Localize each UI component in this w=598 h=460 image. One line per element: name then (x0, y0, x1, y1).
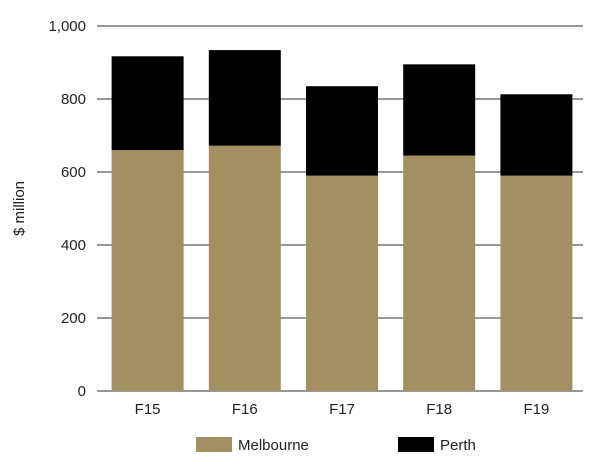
bars (111, 50, 573, 391)
legend: Melbourne Perth (196, 437, 476, 454)
x-tick-label: F16 (232, 401, 258, 418)
y-axis-ticks: 0 200 400 600 800 1,000 (48, 18, 86, 400)
bar-perth-f19 (500, 94, 573, 176)
bar-perth-f18 (403, 64, 476, 156)
bar-melbourne-f15 (111, 150, 184, 391)
x-axis-ticks: F15 F16 F17 F18 F19 (135, 401, 550, 418)
bar-melbourne-f18 (403, 155, 476, 391)
bar-melbourne-f17 (306, 175, 378, 391)
y-tick-label: 600 (61, 164, 86, 181)
legend-swatch-perth (398, 437, 434, 452)
x-tick-label: F19 (523, 401, 549, 418)
bar-melbourne-f16 (208, 145, 281, 391)
y-tick-label: 0 (78, 383, 86, 400)
legend-label-melbourne: Melbourne (238, 437, 309, 454)
x-tick-label: F17 (329, 401, 355, 418)
y-tick-label: 800 (61, 91, 86, 108)
legend-swatch-melbourne (196, 437, 232, 452)
legend-label-perth: Perth (440, 437, 476, 454)
bar-perth-f15 (111, 56, 184, 151)
bar-perth-f17 (306, 86, 378, 176)
bar-perth-f16 (208, 50, 281, 146)
y-axis-title: $ million (11, 181, 28, 236)
bar-melbourne-f19 (500, 175, 573, 391)
x-tick-label: F15 (135, 401, 161, 418)
x-tick-label: F18 (426, 401, 452, 418)
y-tick-label: 400 (61, 237, 86, 254)
y-tick-label: 200 (61, 310, 86, 327)
y-tick-label: 1,000 (48, 18, 86, 35)
